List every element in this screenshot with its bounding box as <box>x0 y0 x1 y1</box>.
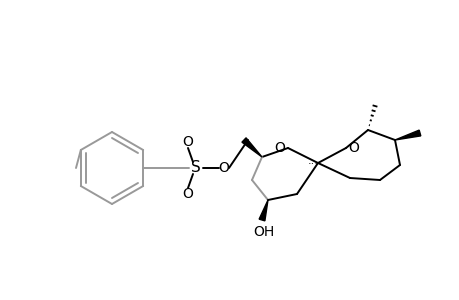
Polygon shape <box>394 130 420 140</box>
Text: O: O <box>182 135 193 149</box>
Text: O: O <box>274 141 285 155</box>
Text: O: O <box>348 141 358 155</box>
Text: O: O <box>218 161 229 175</box>
Text: ···: ··· <box>308 159 318 169</box>
Text: O: O <box>182 187 193 201</box>
Polygon shape <box>258 200 268 221</box>
Text: S: S <box>190 160 201 175</box>
Polygon shape <box>241 138 262 157</box>
Text: OH: OH <box>253 225 274 239</box>
